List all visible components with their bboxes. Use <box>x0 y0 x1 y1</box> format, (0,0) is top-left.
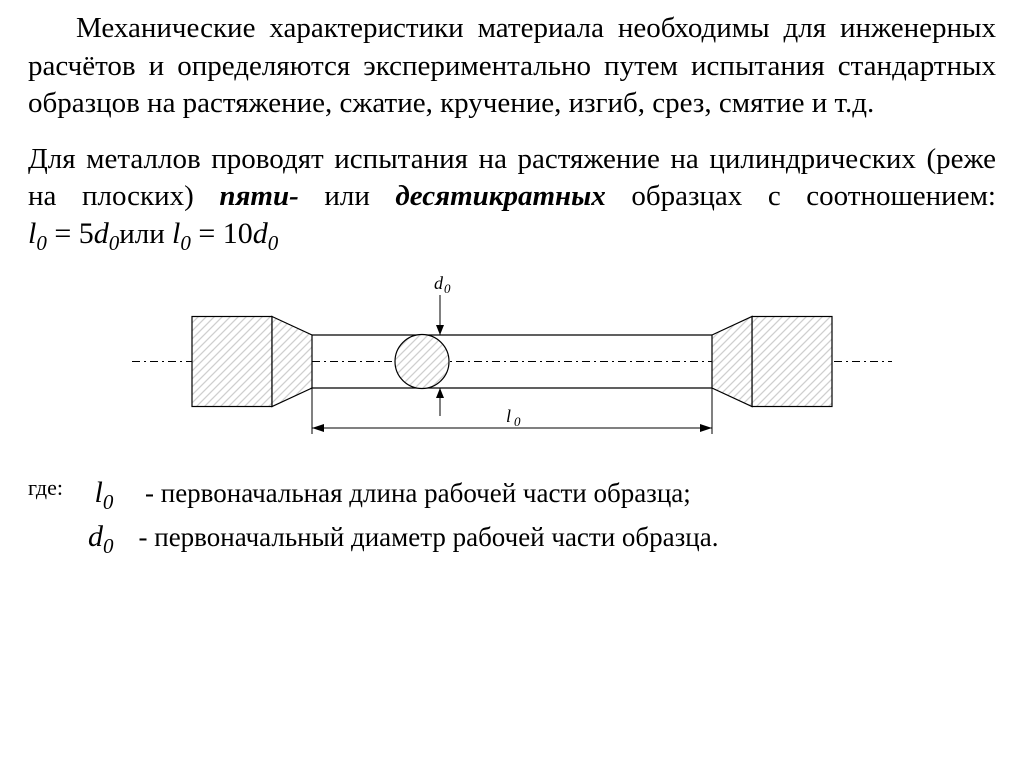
equation-1: l0 = 5d0 <box>28 217 119 250</box>
eq-or: или <box>119 218 172 250</box>
eq2-lsub: 0 <box>180 231 191 255</box>
svg-text:d: d <box>434 273 444 293</box>
para2-pt2: образцах с соотношением: <box>606 180 996 212</box>
eq2-dsub: 0 <box>268 231 279 255</box>
eq1-d: d <box>94 217 109 250</box>
eq1-lsub: 0 <box>36 231 47 255</box>
equation-group: l0 = 5d0или l0 = 10d0 <box>28 218 278 250</box>
legend-row-2: d0 - первоначальный диаметр рабочей част… <box>28 517 996 560</box>
specimen-diagram-wrapper: d0l0 <box>28 263 996 463</box>
intro-paragraph: Механические характеристики материала не… <box>28 10 996 123</box>
legend-l-sym-sub: 0 <box>103 490 114 514</box>
legend-row-1: где: l0 - первоначальная длина рабочей ч… <box>28 473 996 516</box>
eq1-op: = 5 <box>47 217 94 250</box>
legend-d-sym-letter: d <box>88 520 103 553</box>
svg-text:0: 0 <box>514 414 521 429</box>
eq2-d: d <box>253 217 268 250</box>
eq2-op: = 10 <box>191 217 253 250</box>
eq1-dsub: 0 <box>109 231 120 255</box>
para1-text: Механические характеристики материала не… <box>28 12 996 119</box>
para2-bold2: десятикратных <box>395 180 605 212</box>
para2-bold1: пяти- <box>219 180 298 212</box>
para2-mid: или <box>299 180 396 212</box>
legend-l-symbol: l0 <box>95 473 139 516</box>
legend-d-desc: - первоначальный диаметр рабочей части о… <box>139 522 719 552</box>
svg-text:l: l <box>506 406 511 426</box>
legend-l-sym-letter: l <box>95 476 103 509</box>
legend: где: l0 - первоначальная длина рабочей ч… <box>28 473 996 560</box>
legend-d-sym-sub: 0 <box>103 534 114 558</box>
equation-2: l0 = 10d0 <box>172 217 278 250</box>
legend-l-desc: - первоначальная длина рабочей части обр… <box>145 478 691 508</box>
second-paragraph: Для металлов проводят испытания на растя… <box>28 141 996 257</box>
svg-text:0: 0 <box>444 281 451 296</box>
legend-where: где: <box>28 473 88 503</box>
legend-d-symbol: d0 <box>88 517 132 560</box>
specimen-diagram: d0l0 <box>132 263 892 463</box>
